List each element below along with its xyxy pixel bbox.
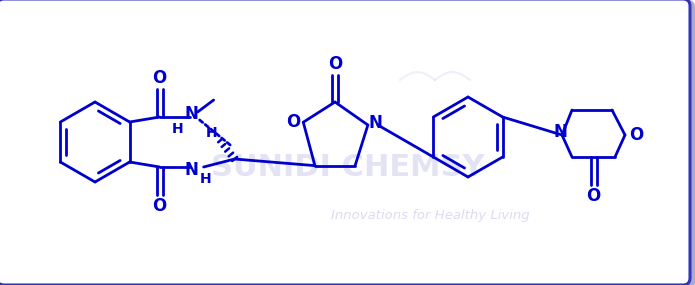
Text: N: N <box>553 123 567 141</box>
Text: SUNIDI CHEMSY: SUNIDI CHEMSY <box>211 152 484 182</box>
Text: N: N <box>185 161 199 179</box>
Text: O: O <box>587 187 600 205</box>
Text: Innovations for Healthy Living: Innovations for Healthy Living <box>331 209 530 221</box>
Text: N: N <box>369 114 383 132</box>
Text: O: O <box>152 69 167 87</box>
Text: O: O <box>328 55 342 73</box>
Text: H: H <box>200 172 211 186</box>
Text: H: H <box>172 122 183 136</box>
Text: H: H <box>206 126 218 140</box>
Text: N: N <box>185 105 199 123</box>
Text: O: O <box>286 113 300 131</box>
Text: O: O <box>629 126 643 144</box>
Text: O: O <box>152 197 167 215</box>
